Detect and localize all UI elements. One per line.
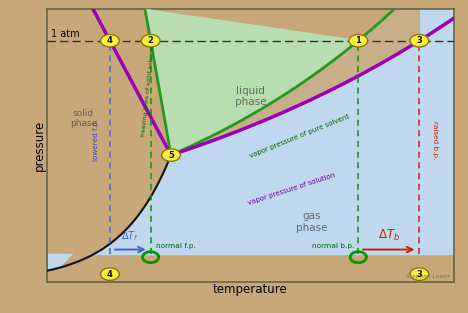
Text: 4: 4 — [107, 36, 113, 45]
Circle shape — [141, 34, 160, 47]
Text: $\Delta T_b$: $\Delta T_b$ — [378, 228, 400, 243]
Circle shape — [349, 34, 368, 47]
Text: 5: 5 — [168, 151, 174, 160]
Text: 1: 1 — [355, 36, 361, 45]
Text: 3: 3 — [417, 36, 422, 45]
Text: solid
phase: solid phase — [70, 109, 97, 128]
Text: raised b.p.: raised b.p. — [432, 121, 438, 159]
Text: 1 atm: 1 atm — [51, 28, 80, 38]
Circle shape — [161, 149, 180, 161]
Text: 3: 3 — [417, 269, 422, 279]
Circle shape — [410, 268, 429, 280]
Text: lowered f.p.: lowered f.p. — [93, 119, 99, 161]
Polygon shape — [145, 9, 358, 155]
Polygon shape — [171, 0, 419, 155]
Text: normal b.p.: normal b.p. — [312, 243, 354, 249]
Text: vapor pressure of solution: vapor pressure of solution — [247, 172, 336, 206]
Text: 4: 4 — [107, 269, 113, 279]
Circle shape — [101, 34, 119, 47]
Text: normal f.p.: normal f.p. — [155, 243, 195, 249]
Polygon shape — [47, 9, 171, 282]
Text: gas
phase: gas phase — [296, 211, 327, 233]
X-axis label: temperature: temperature — [213, 283, 288, 296]
Text: Stephen Lower: Stephen Lower — [406, 274, 450, 279]
Circle shape — [410, 34, 429, 47]
Circle shape — [101, 268, 119, 280]
Text: 2: 2 — [148, 36, 154, 45]
Y-axis label: pressure: pressure — [32, 120, 45, 171]
Text: vapor pressure of pure solvent: vapor pressure of pure solvent — [249, 113, 350, 159]
Text: $\Delta T_f$: $\Delta T_f$ — [121, 229, 139, 243]
Text: liquid
phase: liquid phase — [234, 86, 266, 107]
Polygon shape — [47, 0, 454, 271]
Text: freezing lines of solid solvent: freezing lines of solid solvent — [141, 45, 156, 137]
